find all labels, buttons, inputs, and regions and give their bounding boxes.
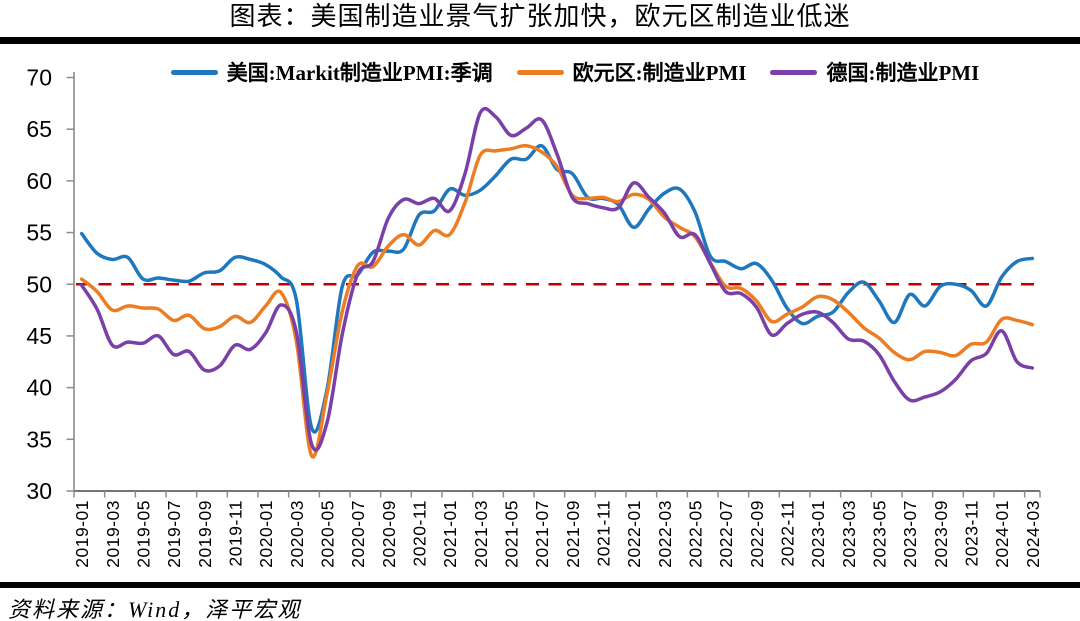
x-axis-label: 2019-01 xyxy=(72,500,92,568)
x-axis-label: 2022-05 xyxy=(686,500,706,568)
series-us-legend-label: 美国:Markit制造业PMI:季调 xyxy=(226,61,493,85)
series-eurozone-legend-line xyxy=(516,69,564,75)
x-axis-label: 2023-05 xyxy=(870,500,890,568)
x-axis-label: 2023-01 xyxy=(808,500,828,568)
y-axis-label: 40 xyxy=(26,375,52,401)
y-axis-label: 45 xyxy=(26,323,52,349)
x-axis-label: 2022-01 xyxy=(624,500,644,568)
x-axis-label: 2019-11 xyxy=(226,500,246,566)
series-us-line xyxy=(79,143,1035,434)
x-axis-label: 2020-05 xyxy=(318,500,338,568)
chart-title: 图表：美国制造业景气扩张加快，欧元区制造业低迷 xyxy=(229,2,851,31)
source-note: 资料来源：Wind，泽平宏观 xyxy=(8,597,302,621)
x-axis-label: 2021-09 xyxy=(563,500,583,568)
x-axis-label: 2023-09 xyxy=(931,500,951,568)
y-axis-label: 55 xyxy=(26,220,52,246)
series-eurozone-line xyxy=(79,143,1035,459)
x-axis-label: 2019-05 xyxy=(134,500,154,568)
x-axis-label: 2020-09 xyxy=(379,500,399,568)
legend-item-series-us: 美国:Markit制造业PMI:季调 xyxy=(170,57,493,87)
x-axis-label: 2020-07 xyxy=(348,500,368,568)
x-axis-label: 2021-01 xyxy=(440,500,460,568)
x-axis-label: 2022-11 xyxy=(778,500,798,566)
x-axis-label: 2024-03 xyxy=(1023,500,1043,568)
legend-item-series-eurozone: 欧元区:制造业PMI xyxy=(516,57,747,87)
y-axis-label: 65 xyxy=(26,116,52,142)
x-axis-label: 2020-01 xyxy=(256,500,276,568)
series-eurozone-legend-label: 欧元区:制造业PMI xyxy=(572,61,747,85)
series-germany-legend-label: 德国:制造业PMI xyxy=(826,61,980,85)
x-axis-label: 2021-07 xyxy=(532,500,552,568)
x-axis-label: 2022-09 xyxy=(747,500,767,568)
series-us-legend-line xyxy=(170,69,218,75)
x-axis-label: 2021-03 xyxy=(471,500,491,568)
y-axis-label: 70 xyxy=(26,65,52,91)
x-axis-label: 2022-07 xyxy=(716,500,736,568)
x-axis-label: 2019-07 xyxy=(164,500,184,568)
series-germany-legend-line xyxy=(770,69,818,75)
x-axis-label: 2020-11 xyxy=(410,500,430,566)
chart-legend: 美国:Markit制造业PMI:季调 欧元区:制造业PMI 德国:制造业PMI xyxy=(74,57,1076,87)
x-axis-label: 2020-03 xyxy=(287,500,307,568)
legend-item-series-germany: 德国:制造业PMI xyxy=(770,57,979,87)
x-axis-label: 2022-03 xyxy=(655,500,675,568)
x-axis-label: 2019-03 xyxy=(103,500,123,568)
y-axis-label: 30 xyxy=(26,478,52,504)
y-axis-label: 50 xyxy=(26,271,52,297)
x-axis-label: 2021-11 xyxy=(594,500,614,566)
x-axis-label: 2023-07 xyxy=(900,500,920,568)
x-axis-label: 2021-05 xyxy=(502,500,522,568)
x-axis-label: 2024-01 xyxy=(992,500,1012,568)
series-germany-line xyxy=(79,107,1035,452)
x-axis-label: 2023-11 xyxy=(962,500,982,566)
x-axis-label: 2023-03 xyxy=(839,500,859,568)
bottom-divider xyxy=(0,582,1080,588)
pmi-line-chart: 30 35 40 45 50 55 60 65 70 2019-01 2019-03 2019-05 2… xyxy=(26,65,1043,568)
y-axis-label: 60 xyxy=(26,168,52,194)
x-axis-label: 2019-09 xyxy=(195,500,215,568)
y-axis-label: 35 xyxy=(26,426,52,452)
top-divider xyxy=(0,37,1080,44)
